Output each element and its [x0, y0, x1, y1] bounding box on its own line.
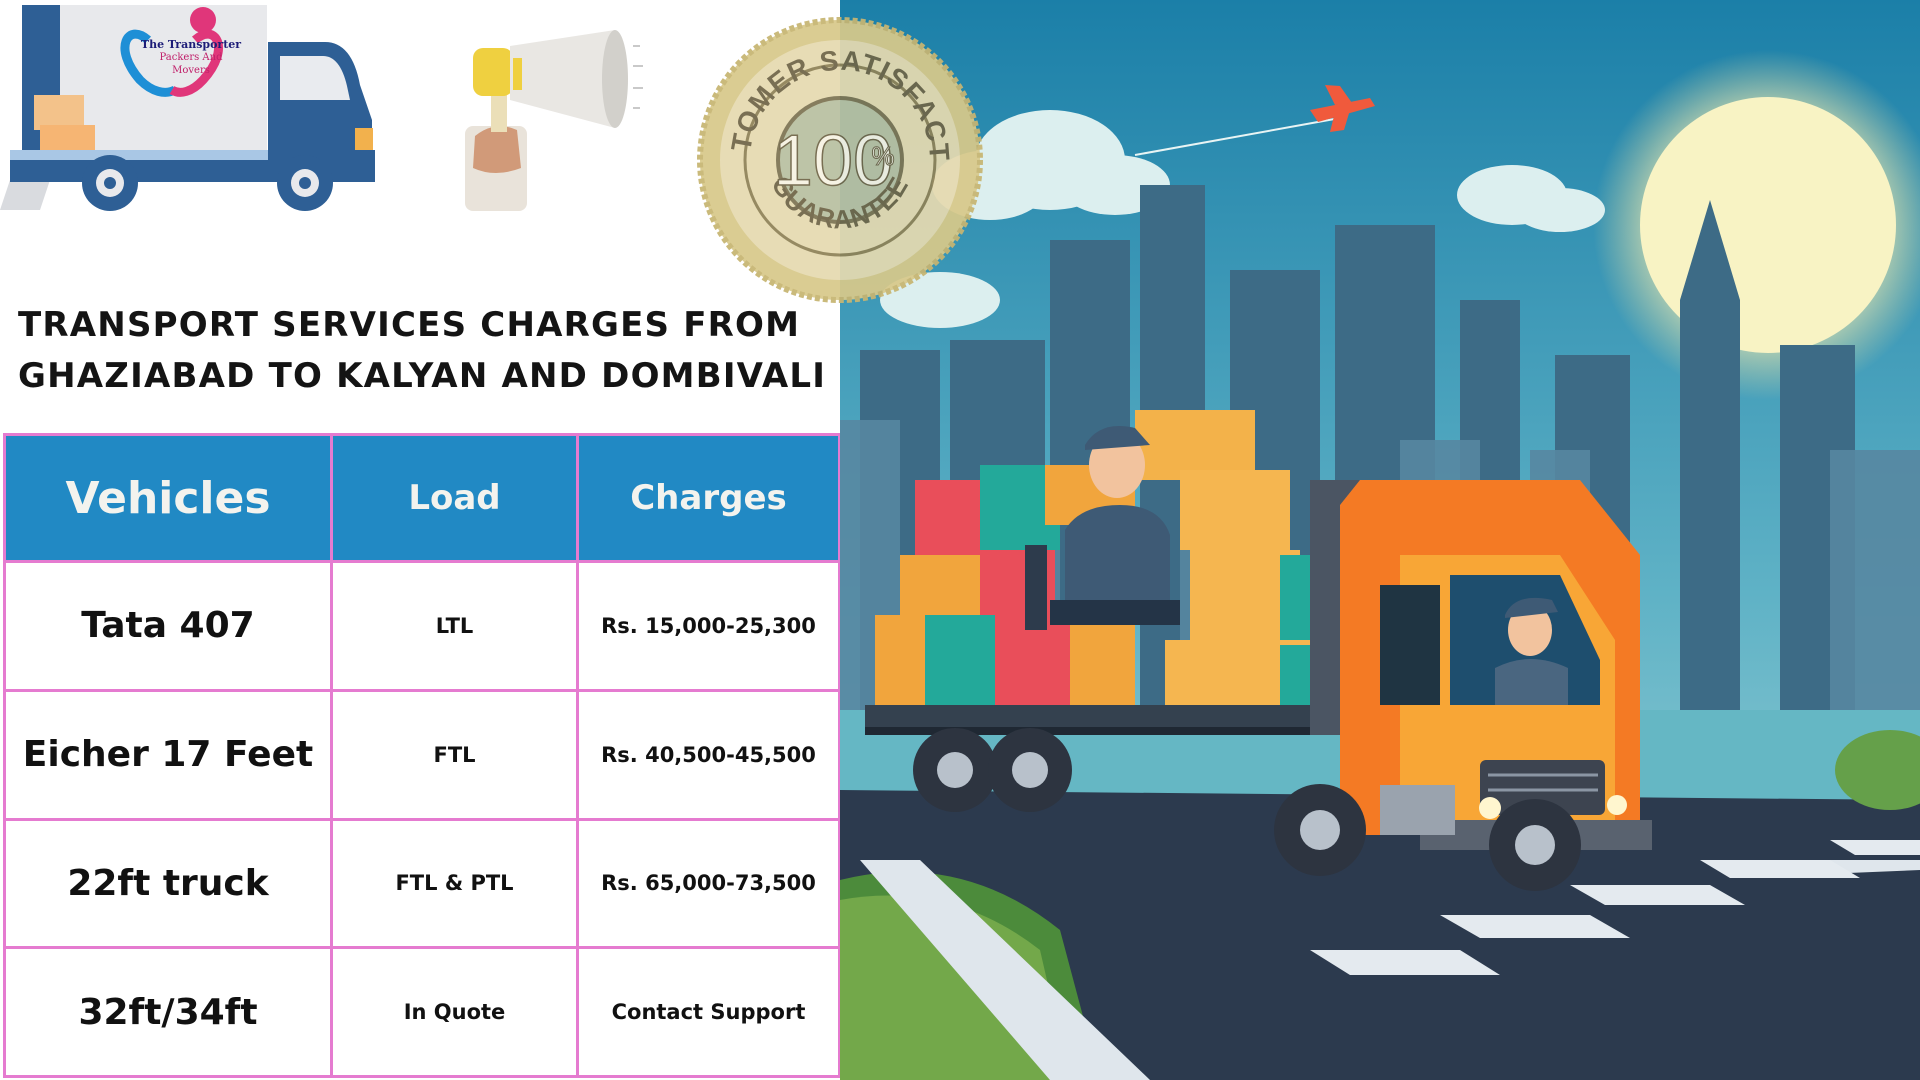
charges-table-body: Tata 407 LTL Rs. 15,000-25,300 Eicher 17… [3, 560, 840, 1078]
logo-line-1: The Transporter [140, 38, 242, 51]
megaphone-icon [465, 30, 643, 211]
page-title: TRANSPORT SERVICES CHARGES FROM GHAZIABA… [18, 300, 828, 402]
table-row: 22ft truck FTL & PTL Rs. 65,000-73,500 [3, 817, 840, 950]
vehicle-cell: Tata 407 [3, 560, 333, 692]
charges-cell: Contact Support [576, 946, 840, 1078]
page-title-line-2: GHAZIABAD TO KALYAN AND DOMBIVALI [18, 356, 827, 396]
charges-cell: Rs. 65,000-73,500 [576, 817, 840, 950]
satisfaction-seal-icon: CUSTOMER SATISFACTION GUARANTEE 100 % [695, 15, 985, 305]
brand-logo-text: The Transporter Packers And Movers [136, 38, 246, 77]
charges-table-header: Vehicles Load Charges [3, 433, 840, 563]
load-cell: LTL [330, 560, 579, 692]
table-row: Tata 407 LTL Rs. 15,000-25,300 [3, 560, 840, 692]
table-row: Eicher 17 Feet FTL Rs. 40,500-45,500 [3, 688, 840, 821]
moving-truck-icon [0, 5, 375, 211]
load-cell: FTL [330, 688, 579, 821]
load-cell: FTL & PTL [330, 817, 579, 950]
table-header-row: Vehicles Load Charges [3, 433, 840, 563]
airplane-icon [1310, 85, 1375, 132]
column-header-charges: Charges [576, 433, 840, 563]
seated-worker [1025, 426, 1180, 630]
logo-line-2: Packers And [159, 52, 223, 63]
page-title-line-1: TRANSPORT SERVICES CHARGES FROM [18, 305, 801, 345]
vehicle-cell: 22ft truck [3, 817, 333, 950]
delivery-truck-illustration [840, 0, 1920, 1080]
illustration-panel [840, 0, 1920, 1080]
table-row: 32ft/34ft In Quote Contact Support [3, 946, 840, 1078]
column-header-vehicles: Vehicles [3, 433, 333, 563]
charges-table: Vehicles Load Charges Tata 407 LTL Rs. 1… [3, 433, 840, 1078]
load-cell: In Quote [330, 946, 579, 1078]
charges-cell: Rs. 15,000-25,300 [576, 560, 840, 692]
vehicle-cell: Eicher 17 Feet [3, 688, 333, 821]
seal-percent-sign: % [871, 141, 894, 171]
charges-cell: Rs. 40,500-45,500 [576, 688, 840, 821]
column-header-load: Load [330, 433, 579, 563]
driver [1495, 597, 1568, 705]
vehicle-cell: 32ft/34ft [3, 946, 333, 1078]
seal-percent-value: 100 [773, 121, 893, 201]
logo-line-3: Movers [172, 65, 210, 76]
